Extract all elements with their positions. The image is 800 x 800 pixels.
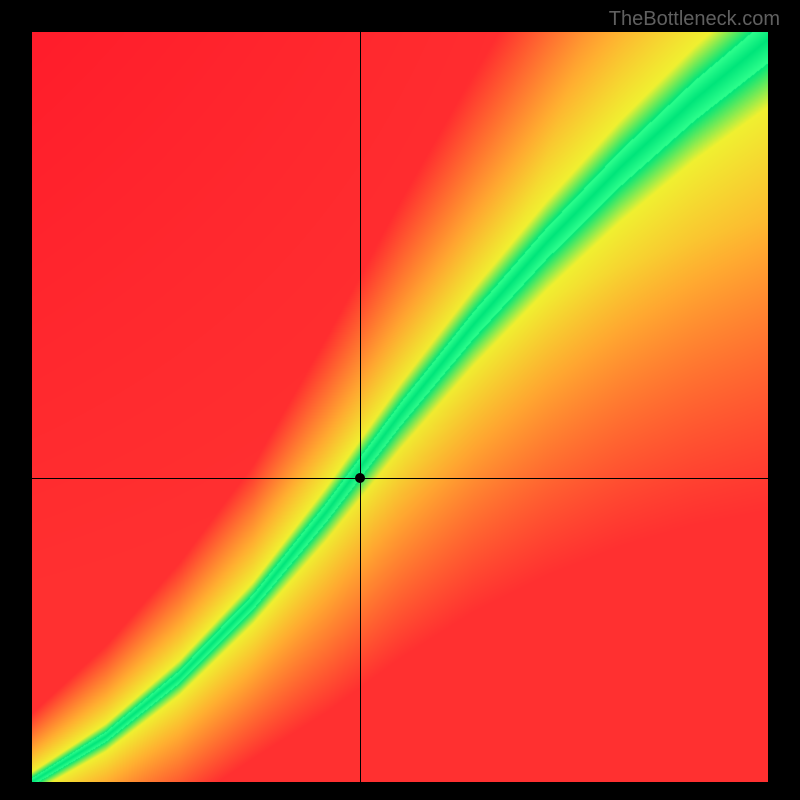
crosshair-horizontal [32, 478, 768, 479]
watermark-text: TheBottleneck.com [609, 8, 780, 31]
crosshair-marker [355, 473, 365, 483]
heatmap-canvas [32, 32, 768, 782]
crosshair-vertical [360, 32, 361, 782]
heatmap-plot [32, 32, 768, 782]
